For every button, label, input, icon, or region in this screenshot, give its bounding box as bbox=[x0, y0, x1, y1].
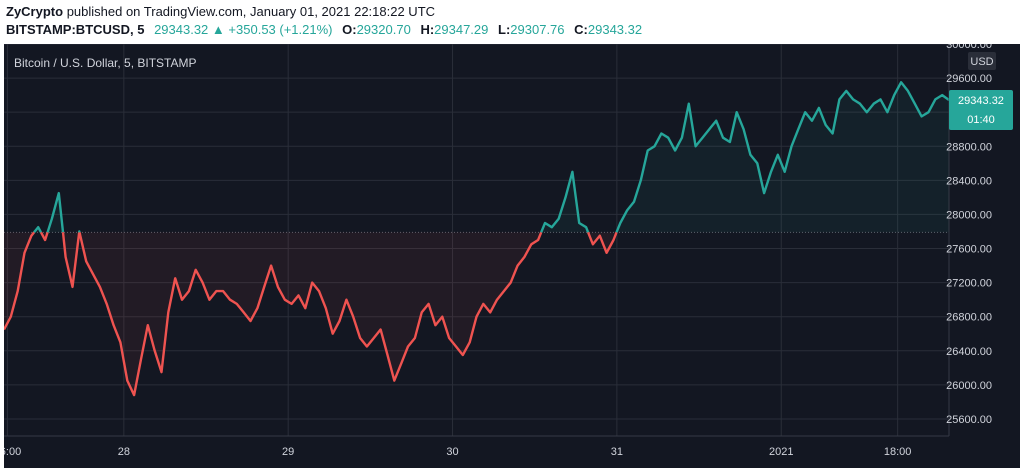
series-line-below bbox=[39, 231, 49, 242]
x-tick-label: 18:00 bbox=[884, 446, 912, 458]
x-tick-label: 06:00 bbox=[4, 446, 21, 458]
area-fills bbox=[4, 82, 949, 396]
time-axis[interactable]: 06:00 28 29 30 31 2021 18:00 bbox=[0, 435, 949, 458]
series-line-above bbox=[615, 81, 950, 233]
area-fill-below bbox=[79, 232, 542, 396]
y-tick-label: 28400.00 bbox=[946, 175, 992, 187]
series-line-above bbox=[46, 191, 65, 233]
quote-line: BITSTAMP:BTCUSD, 5 29343.32 ▲ +350.53 (+… bbox=[6, 22, 642, 37]
y-tick-label: 30000.00 bbox=[946, 44, 992, 51]
low-label: L: bbox=[498, 22, 511, 37]
area-fill-below bbox=[63, 232, 80, 287]
symbol-name: BITSTAMP:BTCUSD, 5 bbox=[6, 22, 145, 37]
last-price-tag-value: 29343.32 bbox=[958, 95, 1004, 107]
x-tick-label: 28 bbox=[118, 446, 130, 458]
chart-title: Bitcoin / U.S. Dollar, 5, BITSTAMP bbox=[14, 56, 197, 70]
up-arrow-icon: ▲ bbox=[211, 22, 225, 37]
price-change: +350.53 (+1.21%) bbox=[228, 22, 333, 37]
high-label: H: bbox=[420, 22, 435, 37]
y-tick-label: 26400.00 bbox=[946, 346, 992, 358]
series-line-below bbox=[61, 232, 81, 289]
series-line-below bbox=[2, 231, 36, 331]
y-tick-label: 26000.00 bbox=[946, 380, 992, 392]
last-price-tag: 29343.32 01:40 bbox=[949, 89, 1013, 130]
currency-badge[interactable] bbox=[968, 52, 996, 70]
currency-label: USD bbox=[970, 56, 993, 68]
area-fill-above bbox=[616, 82, 949, 233]
close-value: 29343.32 bbox=[587, 22, 643, 37]
series-line-above bbox=[33, 226, 43, 234]
author-name: ZyCrypto bbox=[6, 4, 64, 19]
open-value: 29320.70 bbox=[356, 22, 411, 37]
area-fill-below bbox=[588, 232, 617, 253]
x-tick-label: 30 bbox=[446, 446, 458, 458]
series-line-above bbox=[540, 170, 590, 233]
close-label: C: bbox=[574, 22, 588, 37]
series-line-below bbox=[78, 231, 543, 397]
chart-background bbox=[4, 44, 1020, 468]
low-value: 29307.76 bbox=[510, 22, 565, 37]
x-tick-label: 29 bbox=[282, 446, 294, 458]
last-price: 29343.32 bbox=[154, 22, 209, 37]
y-tick-label: 29600.00 bbox=[946, 73, 992, 85]
x-tick-label: 2021 bbox=[769, 446, 793, 458]
price-chart[interactable]: 25600.00 26000.00 26400.00 26800.00 27200.00… bbox=[0, 39, 1020, 468]
series-line-below bbox=[586, 231, 618, 254]
y-tick-label: 26800.00 bbox=[946, 312, 992, 324]
y-tick-label: 27600.00 bbox=[946, 244, 992, 256]
last-price-box bbox=[949, 89, 1013, 130]
chart-area[interactable]: 25600.00 26000.00 26400.00 26800.00 27200.00… bbox=[0, 39, 1020, 468]
y-tick-label: 27200.00 bbox=[946, 278, 992, 290]
y-tick-label: 28000.00 bbox=[946, 209, 992, 221]
price-series bbox=[2, 81, 950, 397]
countdown-label: 01:40 bbox=[967, 114, 995, 126]
high-value: 29347.29 bbox=[434, 22, 489, 37]
y-tick-label: 25600.00 bbox=[946, 414, 992, 426]
open-label: O: bbox=[342, 22, 357, 37]
publish-line: ZyCrypto published on TradingView.com, J… bbox=[6, 4, 435, 19]
y-tick-label: 28800.00 bbox=[946, 141, 992, 153]
chart-header: ZyCrypto published on TradingView.com, J… bbox=[0, 0, 1024, 42]
publish-info: published on TradingView.com, January 01… bbox=[66, 4, 436, 19]
x-tick-label: 31 bbox=[611, 446, 623, 458]
grid-lines bbox=[4, 43, 949, 436]
